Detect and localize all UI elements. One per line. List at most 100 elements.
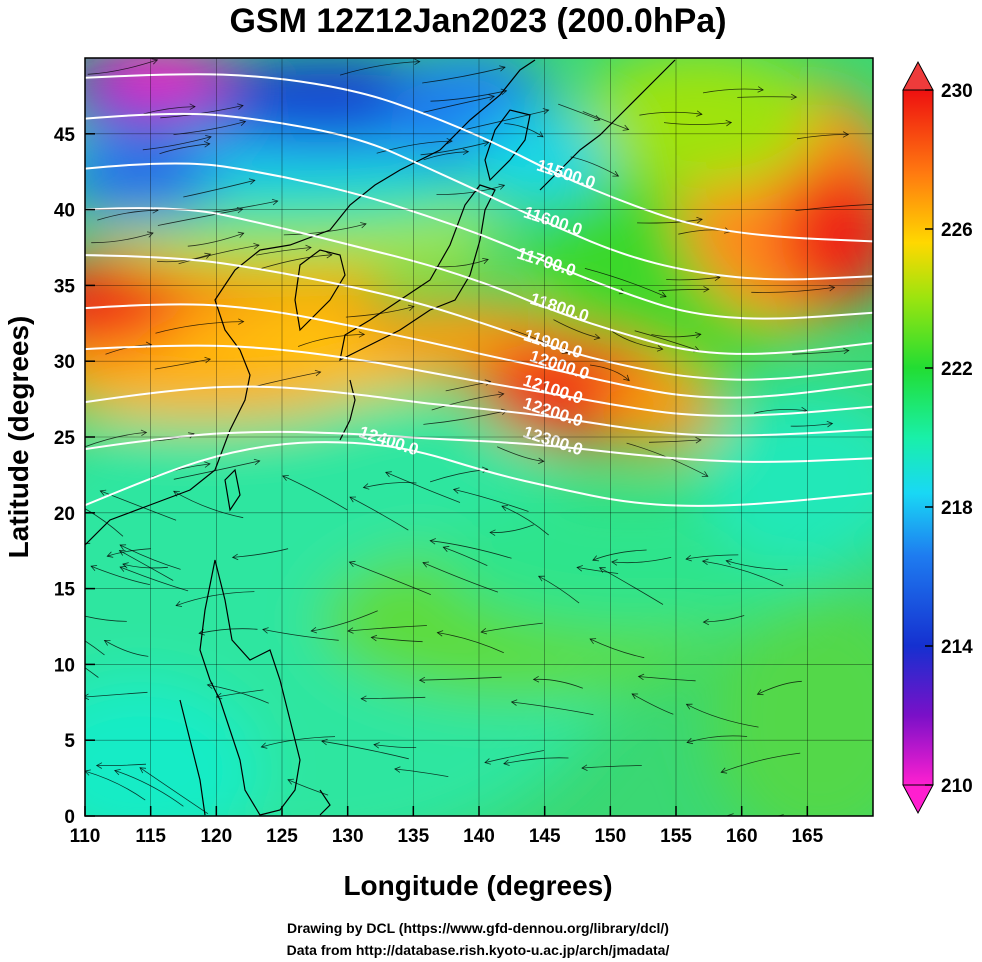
streamline-arrow xyxy=(260,742,268,749)
streamline xyxy=(262,629,339,641)
streamline-arrow xyxy=(828,284,836,292)
streamline-arrow xyxy=(147,231,154,238)
streamline xyxy=(611,557,672,564)
streamline xyxy=(504,123,544,138)
streamline xyxy=(703,615,745,623)
colorbar-gradient xyxy=(902,89,934,786)
streamline xyxy=(347,625,427,632)
streamline-arrow xyxy=(253,242,260,250)
streamline-arrow xyxy=(310,626,318,634)
streamline-arrow xyxy=(204,252,212,259)
streamline-arrow xyxy=(347,627,354,634)
streamline-arrow xyxy=(349,496,357,503)
colorbar-max-arrow xyxy=(902,60,934,91)
y-tick-label: 40 xyxy=(54,201,75,222)
streamline xyxy=(589,364,630,381)
streamline xyxy=(216,689,264,698)
streamline-arrow xyxy=(593,333,601,340)
streamline-arrow xyxy=(151,58,159,65)
streamline xyxy=(663,122,732,125)
y-axis-label: Latitude (degrees) xyxy=(3,316,34,559)
streamline-arrow xyxy=(589,638,597,645)
streamline-arrow xyxy=(503,759,510,766)
contour-line xyxy=(85,385,873,437)
streamline xyxy=(481,622,543,633)
contour-line xyxy=(85,303,873,399)
x-tick-label: 150 xyxy=(594,826,626,847)
streamline xyxy=(345,306,415,318)
streamline-arrow xyxy=(53,647,59,652)
streamline xyxy=(443,546,488,566)
streamline-arrow xyxy=(842,131,850,138)
x-tick-label: 110 xyxy=(70,826,101,847)
streamline xyxy=(173,490,244,519)
streamline xyxy=(155,321,244,334)
streamline-arrow xyxy=(532,675,540,683)
streamline-arrow xyxy=(452,487,460,494)
streamline xyxy=(114,770,184,807)
x-tick-label: 165 xyxy=(791,826,823,847)
credit-data: Data from http://database.rish.kyoto-u.a… xyxy=(287,942,670,958)
colorbar: 210 214 218 222 226 230 xyxy=(902,60,973,815)
streamline-arrow xyxy=(631,693,639,700)
streamline xyxy=(232,548,289,558)
y-axis-ticks: 0 5 10 15 20 25 30 35 40 45 xyxy=(54,125,95,828)
streamline xyxy=(533,678,583,689)
streamline xyxy=(666,276,720,281)
streamline xyxy=(142,136,212,151)
streamline-arrow xyxy=(656,345,664,352)
streamline xyxy=(436,184,505,195)
streamline-arrow xyxy=(756,689,764,696)
y-tick-label: 15 xyxy=(54,580,76,601)
streamline xyxy=(511,701,594,716)
coastline xyxy=(85,59,676,816)
streamline-arrow xyxy=(360,695,367,702)
streamline xyxy=(420,141,489,156)
x-tick-label: 140 xyxy=(463,826,495,847)
streamline xyxy=(430,540,512,559)
streamline xyxy=(490,524,534,533)
streamline-arrow xyxy=(488,94,496,101)
streamline xyxy=(85,770,146,801)
streamline-arrow xyxy=(498,183,506,190)
streamline-arrow xyxy=(407,304,415,311)
streamline xyxy=(157,208,243,226)
streamline xyxy=(726,560,788,571)
streamline xyxy=(423,410,507,425)
streamline xyxy=(651,333,701,338)
streamline xyxy=(584,268,667,298)
streamline xyxy=(256,247,312,256)
streamline xyxy=(394,768,449,777)
streamline xyxy=(423,151,469,161)
streamline xyxy=(589,638,645,659)
streamline xyxy=(85,508,124,537)
contour-line xyxy=(85,162,873,320)
streamline-arrow xyxy=(659,291,667,298)
streamline-arrow xyxy=(373,742,380,749)
streamline xyxy=(437,632,504,654)
contour-line xyxy=(85,207,873,355)
colorbar-tick-label: 222 xyxy=(941,359,973,380)
streamline xyxy=(599,567,664,605)
streamline xyxy=(175,591,255,606)
colorbar-min-arrow xyxy=(902,784,934,815)
streamline-arrow xyxy=(592,555,599,562)
streamline xyxy=(349,496,409,531)
streamline-arrow xyxy=(612,170,620,177)
x-axis-ticks: 110 115 120 125 130 135 140 145 150 155 160 165 xyxy=(70,806,824,847)
contour-line xyxy=(85,73,873,243)
streamline xyxy=(431,393,504,411)
streamline-arrow xyxy=(95,762,103,769)
temperature-field: 11500.011600.011700.011800.011900.012000… xyxy=(53,58,873,816)
y-tick-label: 35 xyxy=(54,276,76,297)
streamline-arrow xyxy=(725,559,733,566)
streamline-arrow xyxy=(248,178,256,185)
streamline-arrow xyxy=(757,86,764,93)
streamline-arrow xyxy=(239,119,247,126)
streamline xyxy=(751,287,835,293)
streamline-arrow xyxy=(203,141,211,148)
x-axis-label: Longitude (degrees) xyxy=(343,870,612,901)
colorbar-tick-label: 230 xyxy=(941,81,973,102)
streamline xyxy=(85,691,148,698)
streamline xyxy=(187,232,244,247)
